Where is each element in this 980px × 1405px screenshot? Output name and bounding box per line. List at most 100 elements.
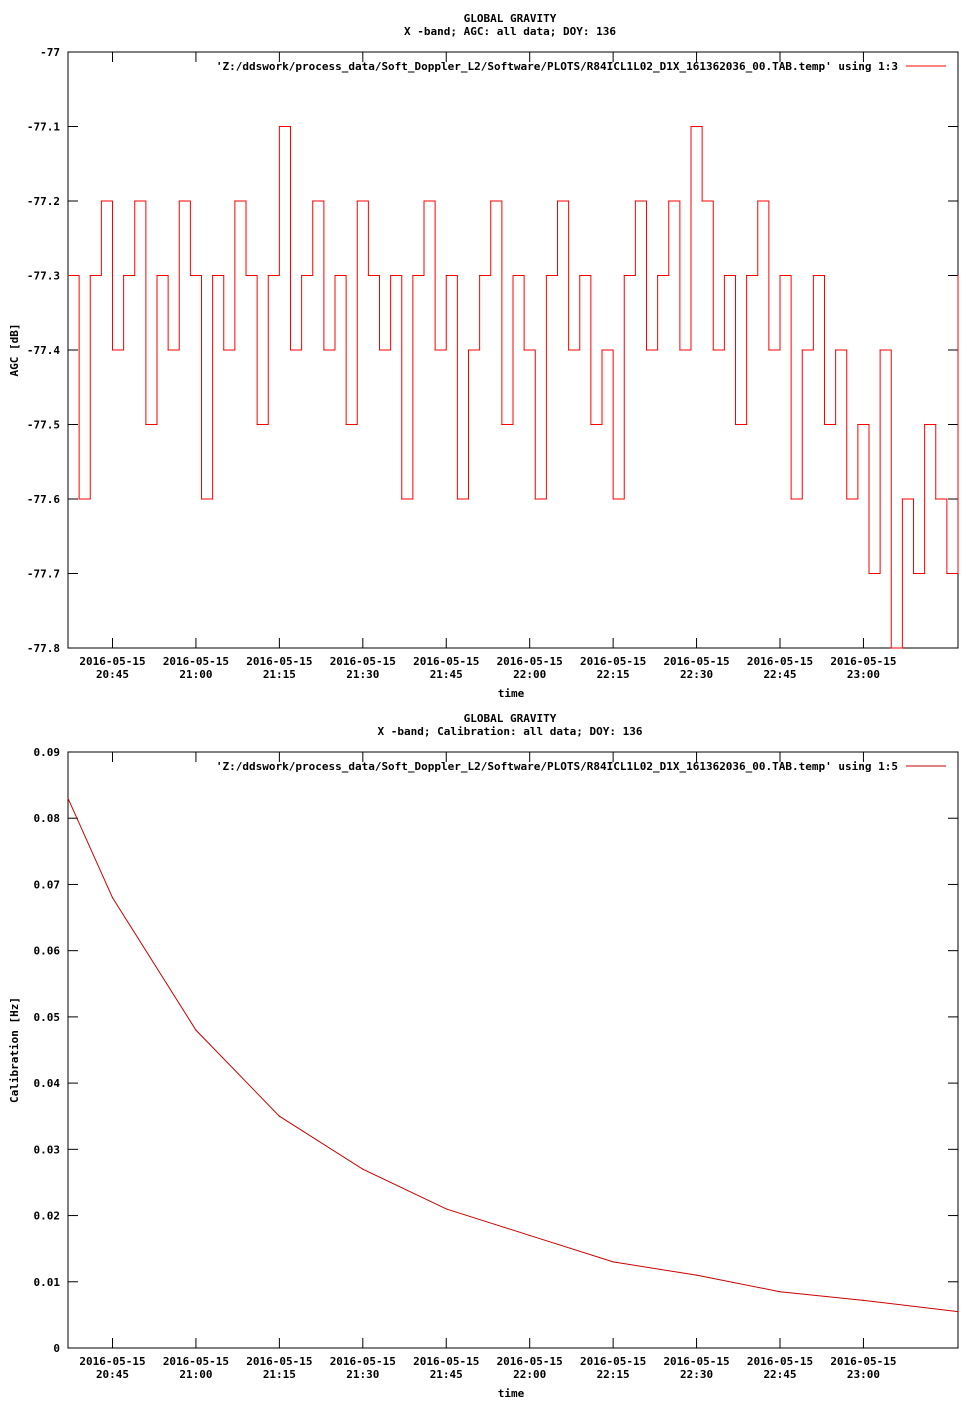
y-axis-label: AGC [dB]: [8, 324, 21, 377]
x-tick-label-time: 22:15: [597, 1368, 630, 1381]
data-point: [701, 200, 703, 202]
data-point: [145, 423, 147, 426]
data-point: [690, 125, 692, 128]
y-tick-label: 0: [53, 1342, 60, 1355]
x-tick-label-time: 21:00: [179, 1368, 212, 1381]
data-point: [901, 498, 903, 500]
x-tick-label-time: 21:00: [179, 668, 212, 681]
x-tick-label-time: 21:15: [263, 1368, 296, 1381]
chart-title: GLOBAL GRAVITY: [464, 712, 557, 725]
data-point: [278, 125, 280, 128]
data-point: [957, 274, 959, 277]
x-tick-label-time: 23:00: [847, 668, 880, 681]
x-tick-label-date: 2016-05-15: [246, 1355, 312, 1368]
data-point: [556, 200, 559, 202]
data-point: [390, 274, 392, 277]
x-tick-label-date: 2016-05-15: [330, 655, 396, 668]
data-point: [957, 1310, 959, 1313]
data-point: [924, 423, 926, 426]
x-tick-label-time: 22:45: [763, 1368, 796, 1381]
data-point: [857, 423, 859, 426]
y-tick-label: -77.8: [27, 642, 60, 655]
y-tick-label: 0.09: [34, 746, 61, 759]
data-point: [334, 274, 336, 277]
data-point: [67, 797, 69, 799]
chart-subtitle: X -band; Calibration: all data; DOY: 136: [378, 725, 643, 738]
data-point: [590, 423, 592, 426]
data-point: [645, 349, 648, 351]
data-point: [278, 1115, 280, 1117]
data-point: [846, 498, 848, 500]
data-point: [289, 349, 292, 351]
data-point: [946, 572, 948, 575]
y-tick-label: -77.1: [27, 121, 60, 134]
data-point: [200, 498, 203, 500]
y-tick-label: -77.4: [27, 344, 60, 357]
x-tick-label-time: 20:45: [96, 1368, 129, 1381]
data-point: [67, 274, 69, 277]
data-point: [529, 1234, 531, 1237]
y-tick-label: -77.5: [27, 419, 60, 432]
x-tick-label-date: 2016-05-15: [163, 1355, 229, 1368]
data-point: [534, 498, 536, 500]
data-point: [345, 423, 347, 426]
data-point: [668, 200, 670, 202]
data-point: [123, 274, 125, 277]
data-point: [695, 1274, 698, 1276]
data-point: [879, 349, 881, 351]
data-point: [189, 274, 191, 277]
y-tick-label: 0.03: [34, 1143, 61, 1156]
data-point: [412, 274, 414, 277]
y-tick-label: 0.08: [34, 812, 61, 825]
data-point: [100, 200, 102, 202]
data-point: [356, 200, 358, 202]
data-point: [612, 1261, 614, 1263]
x-tick-label-date: 2016-05-15: [497, 655, 563, 668]
x-axis-label: time: [498, 1387, 525, 1400]
y-tick-label: 0.07: [34, 878, 61, 891]
data-point: [156, 274, 158, 277]
data-point: [195, 1029, 197, 1031]
data-point: [445, 1208, 447, 1210]
data-point: [723, 274, 725, 277]
data-point: [89, 274, 91, 277]
x-tick-label-time: 21:45: [430, 1368, 463, 1381]
x-tick-label-date: 2016-05-15: [163, 655, 229, 668]
data-point: [323, 349, 325, 351]
y-axis-label: Calibration [Hz]: [8, 997, 21, 1103]
data-point: [512, 274, 514, 277]
data-point: [301, 274, 303, 277]
x-tick-label-date: 2016-05-15: [79, 1355, 145, 1368]
data-point: [568, 349, 570, 351]
data-point: [401, 498, 403, 500]
data-point: [612, 498, 614, 500]
x-tick-label-date: 2016-05-15: [580, 655, 646, 668]
data-point: [178, 200, 180, 202]
x-tick-label-date: 2016-05-15: [747, 1355, 813, 1368]
data-point: [790, 498, 792, 500]
data-point: [467, 349, 470, 351]
data-point: [712, 349, 714, 351]
data-point: [267, 274, 269, 277]
data-point: [812, 274, 814, 277]
legend-label: 'Z:/ddswork/process_data/Soft_Doppler_L2…: [216, 760, 898, 773]
data-point: [362, 1168, 364, 1170]
data-point: [134, 200, 136, 202]
data-point: [167, 349, 169, 351]
data-point: [212, 274, 214, 277]
data-point: [223, 349, 225, 351]
data-point: [679, 349, 681, 351]
data-point: [890, 647, 892, 649]
chart-subtitle: X -band; AGC: all data; DOY: 136: [404, 25, 616, 38]
data-point: [312, 200, 314, 202]
series-line: [67, 798, 959, 1313]
y-tick-label: -77.2: [27, 195, 60, 208]
data-point: [623, 274, 625, 277]
x-tick-label-time: 23:00: [847, 1368, 880, 1381]
y-tick-label: 0.04: [34, 1077, 61, 1090]
x-tick-label-date: 2016-05-15: [413, 655, 479, 668]
data-point: [423, 200, 425, 202]
